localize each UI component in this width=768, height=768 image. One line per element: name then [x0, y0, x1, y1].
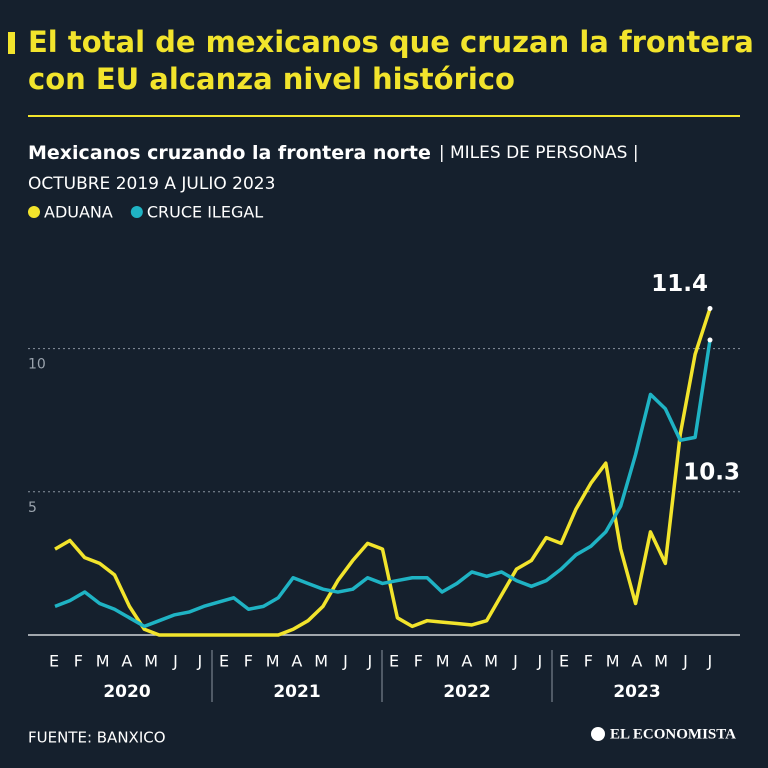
year-label: 2022 [443, 682, 490, 702]
x-tick-label: F [74, 652, 83, 671]
subtitle: Mexicanos cruzando la frontera norte | MI… [28, 142, 639, 164]
x-tick-label: A [291, 652, 302, 671]
subtitle-units: | MILES DE PERSONAS | [439, 143, 639, 163]
x-tick-label: A [461, 652, 472, 671]
x-tick-label: M [654, 652, 668, 671]
x-tick-label: F [584, 652, 593, 671]
x-tick-label: M [314, 652, 328, 671]
source: FUENTE: BANXICO [28, 729, 166, 747]
x-tick-label: M [144, 652, 158, 671]
x-tick-label: E [219, 652, 229, 671]
title-marker [8, 32, 15, 54]
x-tick-label: E [389, 652, 399, 671]
data-label: 10.3 [683, 460, 740, 486]
end-point [707, 337, 713, 343]
y-tick-label: 10 [28, 357, 46, 373]
legend-dot [130, 206, 143, 218]
series-line [54, 307, 712, 637]
year-label: 2021 [273, 682, 320, 702]
brand: EL ECONOMISTA [610, 726, 736, 742]
legend-label: CRUCE ILEGAL [147, 203, 263, 222]
title-box: El total de mexicanos que cruzan la fron… [28, 25, 754, 96]
x-tick-label: F [244, 652, 253, 671]
x-tick-label: E [559, 652, 569, 671]
x-tick-label: M [266, 652, 280, 671]
data-label: 11.4 [651, 271, 708, 297]
x-tick-label: A [631, 652, 642, 671]
brand-icon [591, 727, 605, 741]
x-tick-label: J [366, 652, 372, 671]
x-tick-label: M [436, 652, 450, 671]
x-tick-label: M [96, 652, 110, 671]
chart-title: El total de mexicanos que cruzan la fron… [28, 25, 754, 96]
year-label: 2023 [613, 682, 660, 702]
y-tick-label: 5 [28, 500, 37, 516]
x-tick-label: J [172, 652, 178, 671]
x-tick-label: J [512, 652, 518, 671]
legend-label: ADUANA [44, 203, 113, 222]
x-tick-label: M [484, 652, 498, 671]
x-tick-label: J [682, 652, 688, 671]
legend-dot [28, 206, 40, 218]
end-point [707, 306, 713, 312]
x-tick-label: M [606, 652, 620, 671]
subtitle-main: Mexicanos cruzando la frontera norte [28, 142, 431, 164]
subtitle-period: OCTUBRE 2019 A JULIO 2023 [28, 174, 275, 194]
x-tick-label: F [414, 652, 423, 671]
x-tick-label: J [706, 652, 712, 671]
x-tick-label: J [342, 652, 348, 671]
x-tick-label: J [196, 652, 202, 671]
series-line [54, 339, 712, 629]
x-tick-label: A [121, 652, 132, 671]
x-tick-label: E [49, 652, 59, 671]
year-label: 2020 [103, 682, 150, 702]
x-tick-label: J [536, 652, 542, 671]
